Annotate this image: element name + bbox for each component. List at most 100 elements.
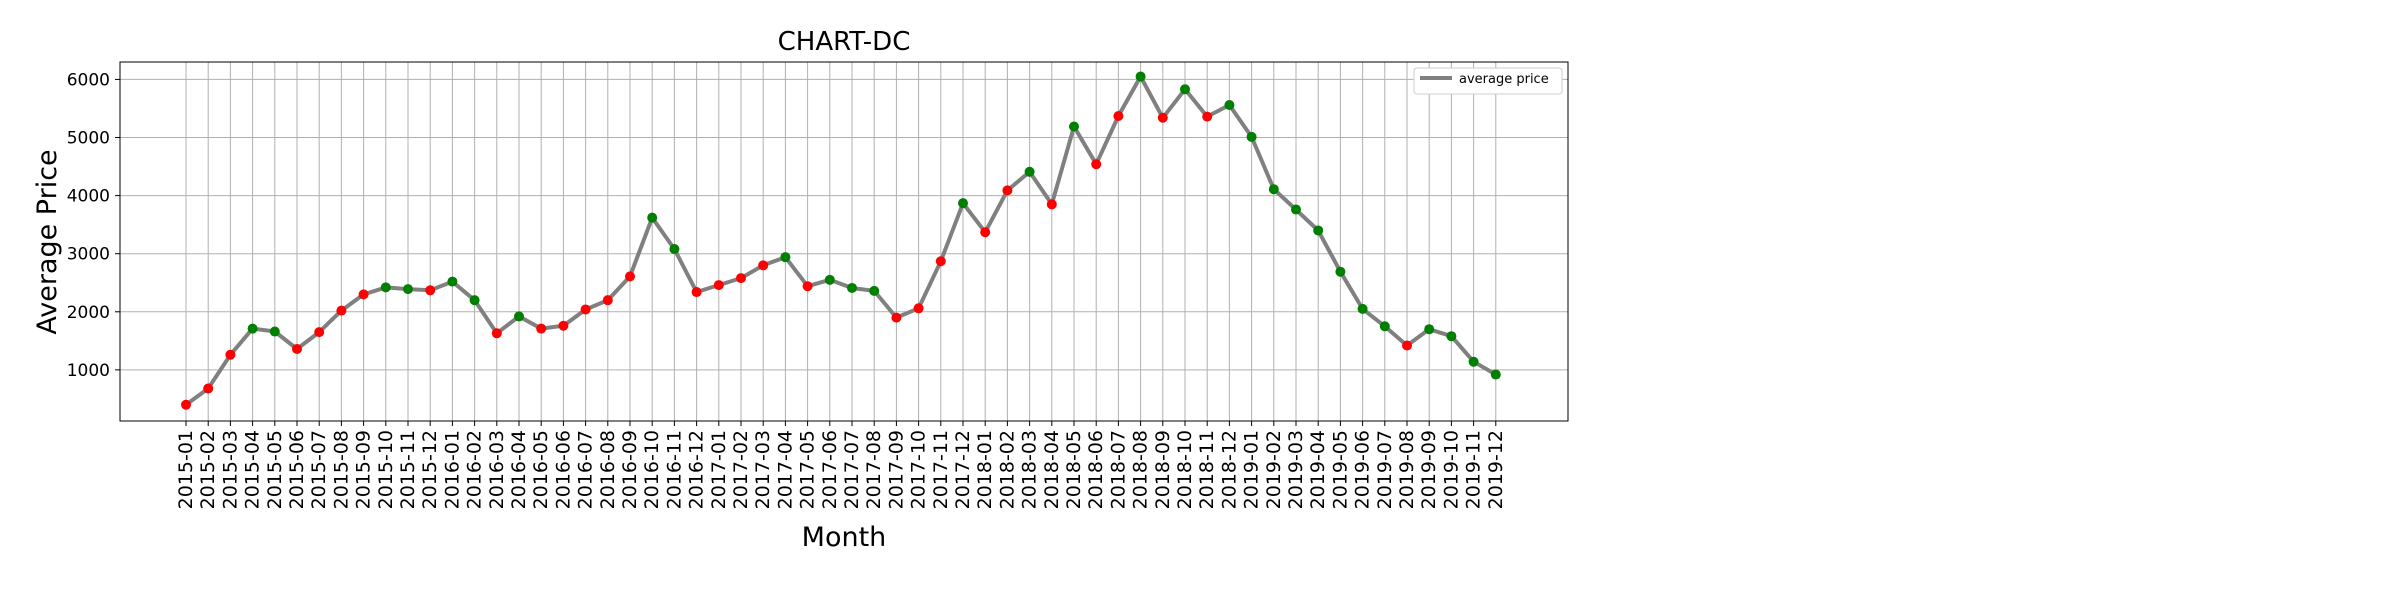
x-tick-label: 2018-03 [1019,430,1041,509]
data-point [780,252,791,263]
x-tick-label: 2017-12 [952,430,974,509]
x-tick-label: 2016-07 [575,430,597,509]
x-tick-label: 2018-11 [1196,430,1218,509]
data-point [336,305,347,316]
x-tick-label: 2019-10 [1440,430,1462,509]
x-tick-label: 2017-01 [708,430,730,509]
data-point [469,295,480,306]
x-tick-label: 2019-06 [1352,430,1374,509]
x-tick-label: 2018-10 [1174,430,1196,509]
x-tick-label: 2018-05 [1063,430,1085,509]
data-point [181,399,191,410]
x-tick-label: 2017-09 [885,430,907,509]
data-point [1313,225,1324,236]
x-tick-label: 2018-08 [1130,430,1152,509]
x-tick-label: 2015-03 [219,430,241,509]
data-point [1091,159,1102,170]
x-tick-label: 2018-06 [1085,430,1107,509]
x-tick-label: 2015-09 [353,430,375,509]
x-tick-label: 2016-11 [663,430,685,509]
data-point [1202,111,1213,122]
x-tick-label: 2015-12 [419,430,441,509]
x-tick-label: 2017-06 [819,430,841,509]
x-axis-label: Month [802,522,887,553]
y-tick-label: 6000 [67,70,110,90]
y-tick-label: 3000 [67,245,110,265]
data-point [847,282,857,293]
x-tick-label: 2017-07 [841,430,863,509]
data-point [802,281,813,292]
x-tick-label: 2017-11 [930,430,952,509]
data-point [1402,340,1412,351]
data-point [1291,204,1301,215]
data-point [1069,121,1079,132]
data-point [958,198,968,209]
data-point [1113,111,1124,122]
x-tick-label: 2017-05 [797,430,819,509]
data-point [425,285,436,296]
legend-label: average price [1459,72,1549,87]
data-point [869,285,880,296]
data-point [1024,166,1035,177]
data-point [203,383,214,394]
x-tick-label: 2016-10 [641,430,663,509]
data-point [713,280,724,291]
chart-title: CHART-DC [778,27,911,57]
data-point [1268,184,1279,195]
x-tick-label: 2016-01 [441,430,463,509]
data-point [380,282,391,293]
plot-frame [119,61,1569,422]
x-tick-label: 2016-04 [508,430,530,509]
data-point [1157,112,1168,123]
y-axis-ticks: 1000 2000 3000 4000 5000 6000 [67,70,120,381]
data-point [580,304,591,315]
x-tick-label: 2018-07 [1107,430,1129,509]
data-point [736,273,746,284]
x-tick-label: 2019-03 [1285,430,1307,509]
x-tick-label: 2018-02 [996,430,1018,509]
data-point [403,284,413,295]
x-tick-label: 2016-09 [619,430,641,509]
data-point [669,244,680,255]
data-point [935,256,946,267]
x-tick-label: 2018-01 [974,430,996,509]
x-tick-label: 2016-03 [486,430,508,509]
y-tick-label: 1000 [67,361,110,381]
data-point [247,323,258,334]
data-point [1468,356,1479,367]
x-tick-label: 2019-01 [1241,430,1263,509]
x-tick-label: 2015-02 [197,430,219,509]
x-tick-label: 2019-05 [1329,430,1351,509]
x-tick-label: 2015-06 [286,430,308,509]
x-tick-label: 2017-03 [752,430,774,509]
x-axis-ticks: 2015-01 2015-02 2015-03 2015-04 2015-05 2015-… [175,421,1507,509]
x-tick-label: 2017-02 [730,430,752,509]
x-tick-label: 2015-08 [330,430,352,509]
x-tick-label: 2017-08 [863,430,885,509]
grid [120,62,1568,421]
series-line-group [184,74,1498,407]
data-point [1135,71,1146,82]
data-point [1490,369,1501,380]
x-tick-label: 2015-07 [308,430,330,509]
x-tick-label: 2019-02 [1263,430,1285,509]
data-points [181,71,1501,410]
legend-frame [1413,67,1563,95]
data-point [1002,185,1013,196]
data-point [602,295,613,306]
data-point [647,212,658,223]
x-tick-label: 2016-02 [464,430,486,509]
data-point [1335,266,1346,277]
x-tick-label: 2018-09 [1152,430,1174,509]
data-point [269,326,280,337]
x-tick-label: 2019-08 [1396,430,1418,509]
x-tick-label: 2018-12 [1218,430,1240,509]
y-tick-label: 2000 [67,303,110,323]
data-point [691,287,702,298]
data-point [314,327,325,338]
data-point [1357,303,1368,314]
data-point [514,311,524,322]
data-point [358,289,369,300]
data-point [225,349,236,360]
